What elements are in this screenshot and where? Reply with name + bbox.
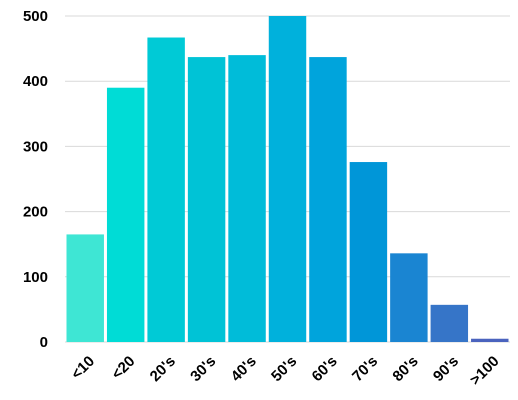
bar bbox=[187, 57, 226, 343]
bar bbox=[106, 87, 145, 342]
y-tick-label: 200 bbox=[23, 204, 48, 221]
x-tick-label: 50's bbox=[268, 353, 300, 385]
x-tick-label: 90's bbox=[430, 353, 462, 385]
x-tick-label: 80's bbox=[389, 353, 421, 385]
bars bbox=[66, 16, 509, 343]
x-tick-label: <10 bbox=[68, 353, 98, 383]
bar bbox=[66, 234, 104, 342]
x-tick-label: 30's bbox=[187, 353, 219, 385]
bar bbox=[471, 338, 509, 342]
x-tick-label: 20's bbox=[147, 353, 179, 385]
bar bbox=[390, 253, 428, 342]
y-axis: 0 100 200 300 400 500 bbox=[23, 8, 48, 351]
y-tick-label: 0 bbox=[40, 334, 48, 351]
bar bbox=[147, 37, 185, 343]
x-tick-label: 40's bbox=[228, 353, 260, 385]
x-tick-label: 60's bbox=[309, 353, 341, 385]
y-tick-label: 500 bbox=[23, 8, 48, 25]
x-axis: <10 <20 20's 30's 40's 50's 60's 70's 80's 90's >1… bbox=[68, 353, 503, 389]
x-tick-label: 70's bbox=[349, 353, 381, 385]
bar bbox=[268, 16, 307, 342]
bar bbox=[309, 57, 347, 343]
x-tick-label: >100 bbox=[467, 353, 503, 389]
bar bbox=[228, 55, 266, 343]
y-tick-label: 400 bbox=[23, 73, 48, 90]
bar bbox=[430, 304, 469, 342]
y-tick-label: 300 bbox=[23, 138, 48, 155]
bar bbox=[349, 162, 388, 342]
y-tick-label: 100 bbox=[23, 269, 48, 286]
x-tick-label: <20 bbox=[108, 353, 138, 383]
